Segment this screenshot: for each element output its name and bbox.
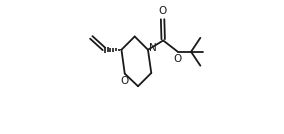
Text: O: O <box>120 76 128 86</box>
Text: O: O <box>158 6 166 16</box>
Text: O: O <box>174 54 182 64</box>
Text: N: N <box>149 43 157 53</box>
